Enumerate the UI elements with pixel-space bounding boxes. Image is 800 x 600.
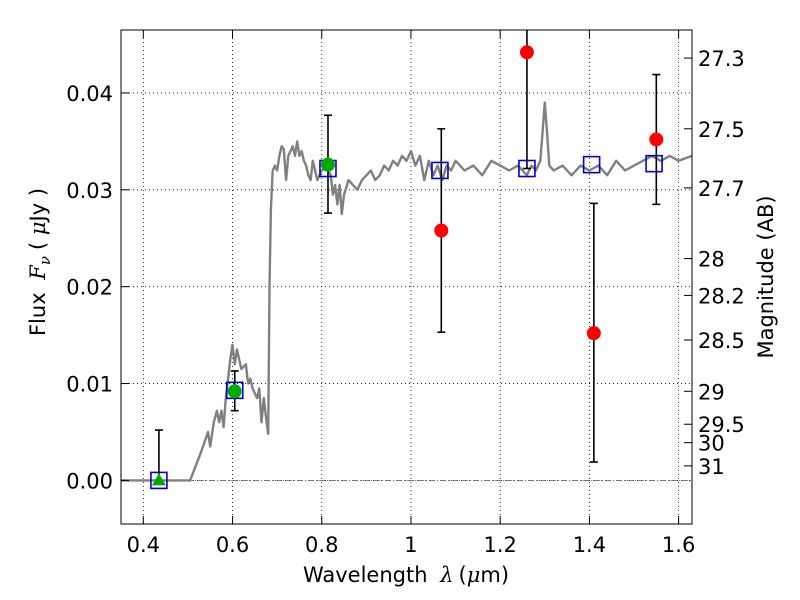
green-triangle-marker xyxy=(151,473,166,486)
green-circle-marker xyxy=(227,384,242,399)
model-spectrum-layer xyxy=(121,101,692,482)
x-axis-unit-mu: μ xyxy=(467,563,481,587)
photometry-square-marker xyxy=(431,161,449,180)
x-tick-label: 1 xyxy=(404,533,417,557)
x-axis-lambda: λ xyxy=(439,563,453,587)
red-circle-marker xyxy=(519,45,534,60)
y-tick-label: 0.04 xyxy=(66,82,113,106)
red-circle-marker xyxy=(434,223,449,238)
y2-tick-label: 31 xyxy=(698,455,725,479)
red-circle-marker xyxy=(586,326,601,341)
y2-tick-label: 28 xyxy=(698,248,725,272)
x-tick-label: 0.4 xyxy=(127,533,160,557)
photometry-square-marker xyxy=(518,159,536,178)
y2-tick-label: 29.5 xyxy=(698,413,745,437)
plot-frame xyxy=(120,29,693,525)
y2-tick-label: 28.5 xyxy=(698,329,745,353)
x-tick-label: 0.8 xyxy=(305,533,338,557)
y-axis-nu-subscript: ν xyxy=(36,256,54,265)
y2-axis-label: Magnitude (AB) xyxy=(754,195,778,358)
photometry-square-marker xyxy=(150,471,168,490)
y2-tick-label: 27.7 xyxy=(698,177,745,201)
model-spectrum-line xyxy=(121,101,692,482)
x-axis-unit-rest: m) xyxy=(480,563,509,587)
x-tick-label: 1.6 xyxy=(662,533,695,557)
y2-tick-label: 27.3 xyxy=(698,47,745,71)
y2-tick-label: 28.2 xyxy=(698,284,745,308)
photometry-square-marker xyxy=(582,155,601,174)
plot-background xyxy=(121,30,692,524)
green-circle-marker xyxy=(320,157,335,172)
red-circle-marker xyxy=(649,132,664,147)
y-axis-unit-rest: Jy ) xyxy=(26,188,50,224)
y2-tick-label: 27.5 xyxy=(698,118,745,142)
y2-tick-label: 30 xyxy=(698,432,725,456)
x-axis-label: Wavelength λ (μm) xyxy=(303,563,509,587)
x-tick-label: 1.2 xyxy=(483,533,516,557)
y2-tick-label: 29 xyxy=(698,380,725,404)
y-tick-label: 0.03 xyxy=(66,179,113,203)
y-axis-unit-mu: μ xyxy=(26,221,50,235)
x-axis-unit-open: ( xyxy=(459,563,467,587)
y-axis-f-symbol: F xyxy=(26,264,50,281)
photometry-square-marker xyxy=(645,154,663,173)
y-axis-unit-open: ( xyxy=(26,235,50,250)
y-tick-label: 0.01 xyxy=(66,373,113,397)
photometry-square-marker xyxy=(225,381,244,400)
y-axis-label: Flux Fν ( μJy ) xyxy=(26,188,54,336)
marker-layer xyxy=(150,45,664,490)
y-axis-label-text: Flux xyxy=(26,286,50,336)
x-axis-label-text: Wavelength xyxy=(303,563,434,587)
y-tick-label: 0.00 xyxy=(66,469,113,493)
x-tick-label: 1.4 xyxy=(573,533,606,557)
x-tick-label: 0.6 xyxy=(216,533,249,557)
tick-layer: 0.4 0.6 0.8 1 1.2 1.4 1.6 0.00 0.01 0.02 0.03 0.04 2… xyxy=(66,30,745,557)
y-tick-label: 0.02 xyxy=(66,276,113,300)
